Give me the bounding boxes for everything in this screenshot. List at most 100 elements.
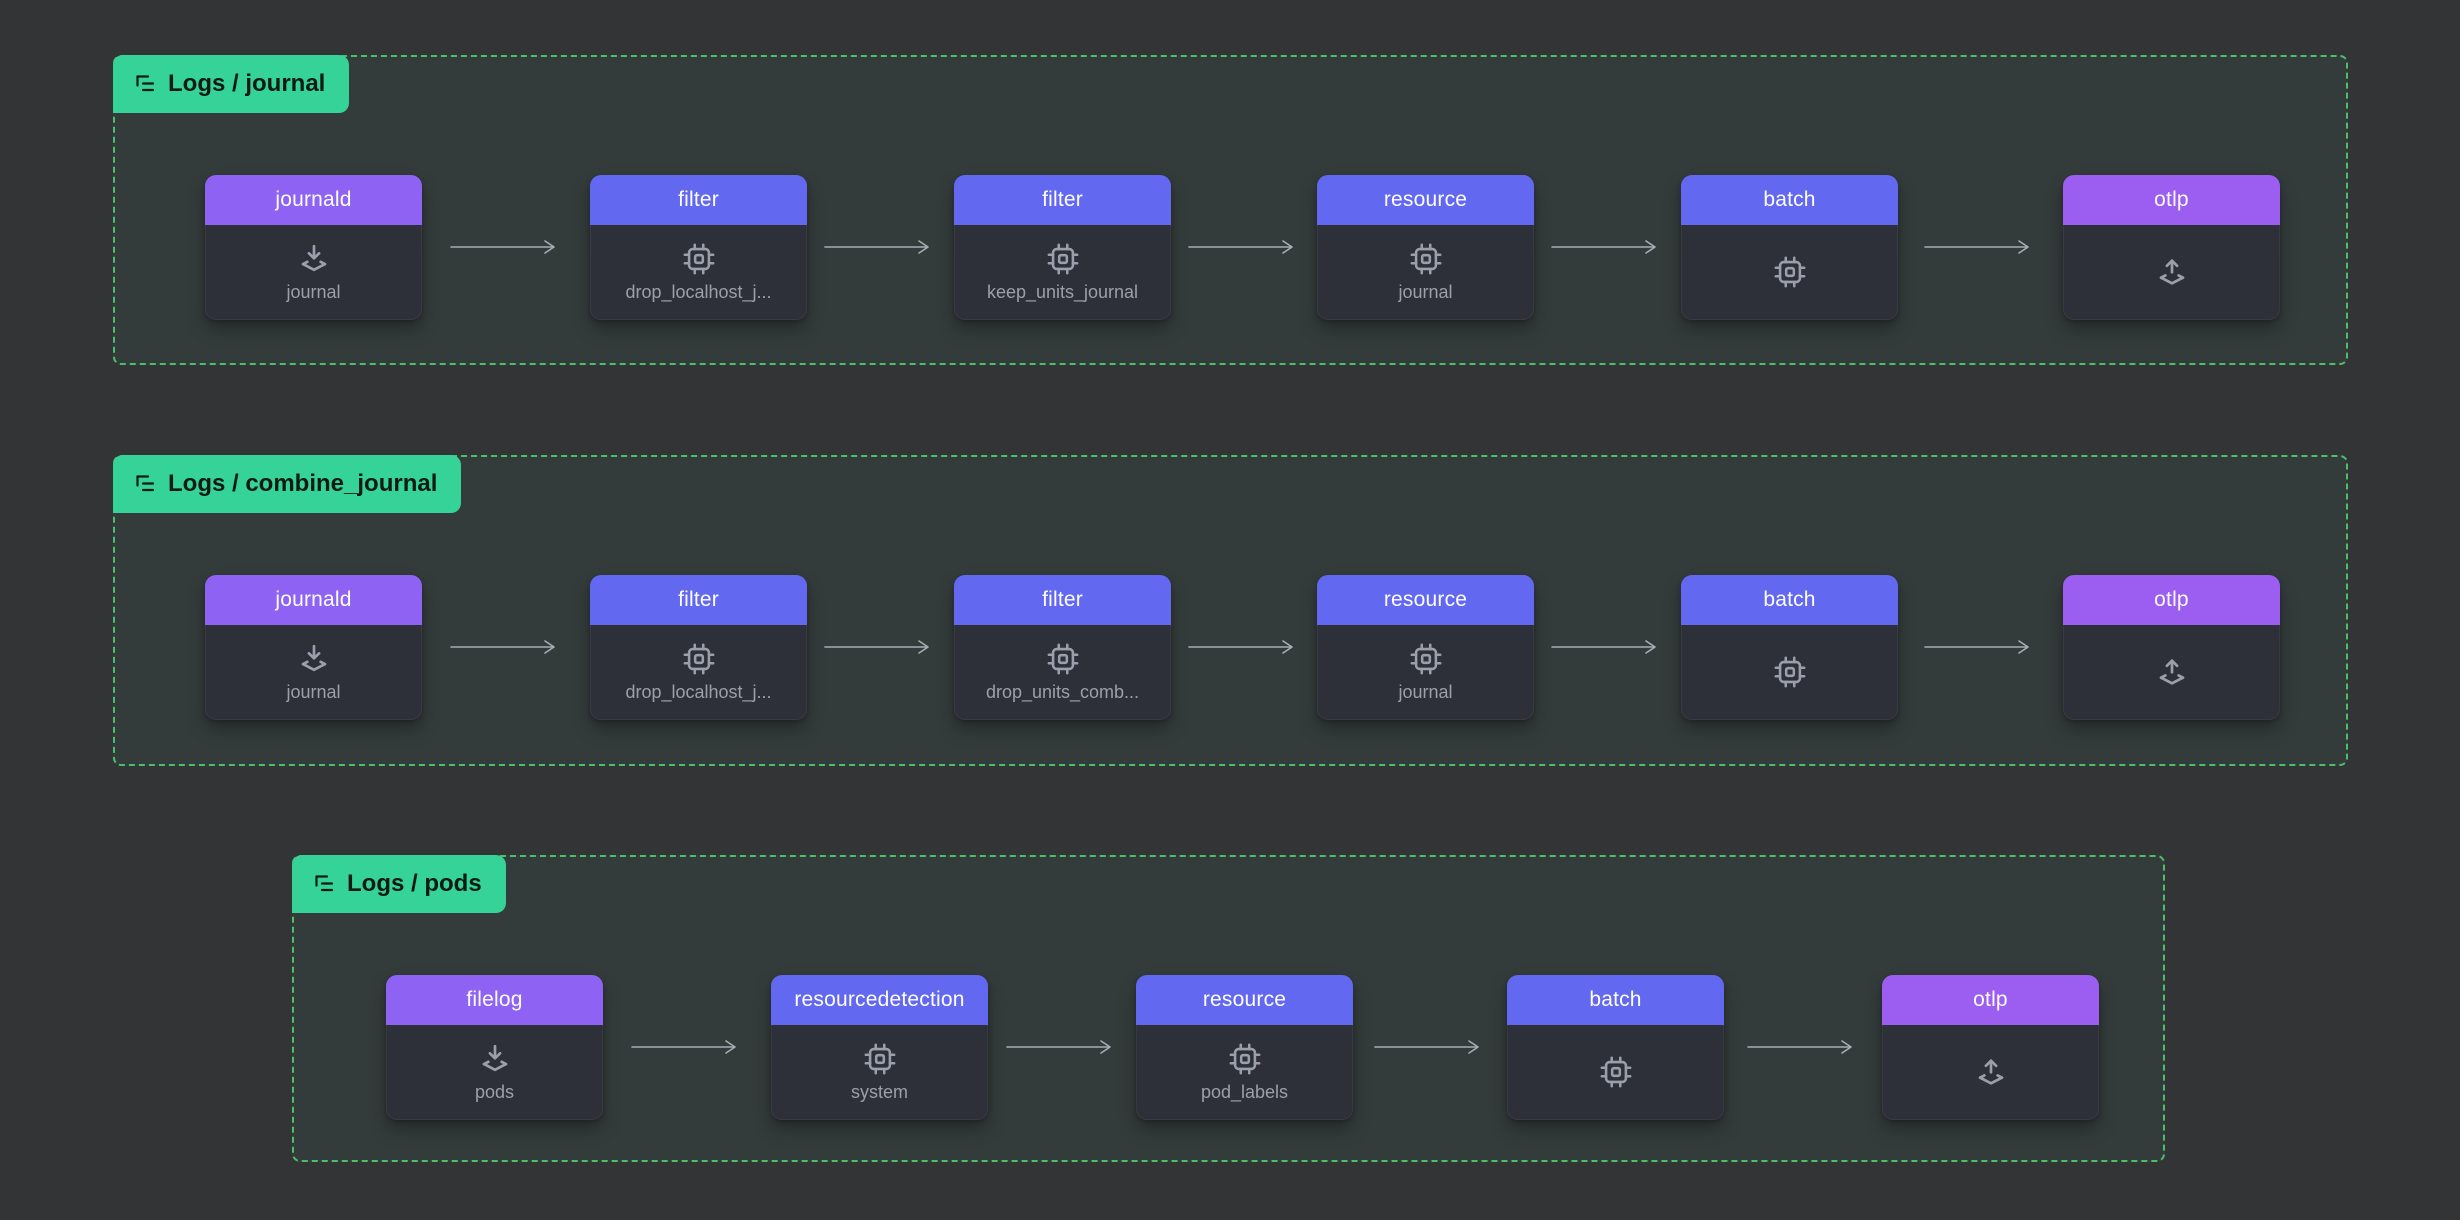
node-sublabel: system bbox=[850, 1082, 908, 1102]
cpu-icon bbox=[682, 242, 716, 276]
node-sublabel: pod_labels bbox=[1200, 1082, 1289, 1102]
arrow-right-icon bbox=[824, 239, 936, 255]
node-sublabel: pods bbox=[474, 1082, 515, 1102]
node-body: drop_units_comb... bbox=[954, 625, 1171, 720]
node-body: drop_localhost_j... bbox=[590, 225, 807, 320]
node-sublabel: drop_localhost_j... bbox=[625, 682, 772, 702]
node-title: otlp bbox=[1882, 975, 2099, 1025]
arrow-right-icon bbox=[1924, 239, 2036, 255]
node-title: resource bbox=[1317, 575, 1534, 625]
node-body: system bbox=[771, 1025, 988, 1120]
node-otlp[interactable]: otlp bbox=[1882, 975, 2099, 1120]
pipeline-group-logs-journal: Logs / journal journald journal filter d… bbox=[113, 55, 2348, 365]
cpu-icon bbox=[1409, 642, 1443, 676]
pipeline-group-logs-combine-journal: Logs / combine_journal journald journal … bbox=[113, 455, 2348, 766]
node-resource-journal[interactable]: resource journal bbox=[1317, 575, 1534, 720]
upload-box-icon bbox=[2155, 255, 2189, 289]
node-resource-journal[interactable]: resource journal bbox=[1317, 175, 1534, 320]
pipeline-badge-label: Logs / pods bbox=[347, 870, 482, 897]
node-body: journal bbox=[1317, 625, 1534, 720]
arrow-right-icon bbox=[1551, 239, 1663, 255]
node-title: resource bbox=[1136, 975, 1353, 1025]
arrow-right-icon bbox=[824, 639, 936, 655]
download-box-icon bbox=[297, 642, 331, 676]
arrow-right-icon bbox=[1924, 639, 2036, 655]
node-body bbox=[1507, 1025, 1724, 1120]
arrow-right-icon bbox=[1006, 1039, 1118, 1055]
node-title: otlp bbox=[2063, 175, 2280, 225]
list-tree-icon bbox=[133, 72, 157, 96]
node-sublabel: drop_units_comb... bbox=[985, 682, 1140, 702]
cpu-icon bbox=[863, 1042, 897, 1076]
list-tree-icon bbox=[133, 472, 157, 496]
download-box-icon bbox=[478, 1042, 512, 1076]
node-filelog[interactable]: filelog pods bbox=[386, 975, 603, 1120]
node-body: drop_localhost_j... bbox=[590, 625, 807, 720]
arrow-right-icon bbox=[450, 639, 562, 655]
cpu-icon bbox=[1773, 655, 1807, 689]
node-title: filelog bbox=[386, 975, 603, 1025]
node-filter-drop-localhost[interactable]: filter drop_localhost_j... bbox=[590, 175, 807, 320]
node-title: filter bbox=[954, 575, 1171, 625]
node-body: pods bbox=[386, 1025, 603, 1120]
cpu-icon bbox=[1046, 642, 1080, 676]
node-filter-keep-units[interactable]: filter keep_units_journal bbox=[954, 175, 1171, 320]
arrow-right-icon bbox=[631, 1039, 743, 1055]
cpu-icon bbox=[682, 642, 716, 676]
cpu-icon bbox=[1773, 255, 1807, 289]
arrow-right-icon bbox=[1374, 1039, 1486, 1055]
node-sublabel: drop_localhost_j... bbox=[625, 282, 772, 302]
arrow-right-icon bbox=[1747, 1039, 1859, 1055]
node-body: journal bbox=[205, 625, 422, 720]
node-body: journal bbox=[205, 225, 422, 320]
pipeline-badge-label: Logs / journal bbox=[168, 70, 326, 97]
node-batch[interactable]: batch bbox=[1681, 175, 1898, 320]
node-filter-drop-units[interactable]: filter drop_units_comb... bbox=[954, 575, 1171, 720]
pipeline-badge-label: Logs / combine_journal bbox=[168, 470, 438, 497]
node-body bbox=[1681, 625, 1898, 720]
node-filter-drop-localhost[interactable]: filter drop_localhost_j... bbox=[590, 575, 807, 720]
arrow-right-icon bbox=[1551, 639, 1663, 655]
arrow-right-icon bbox=[1188, 639, 1300, 655]
node-title: resourcedetection bbox=[771, 975, 988, 1025]
node-title: journald bbox=[205, 575, 422, 625]
node-title: filter bbox=[590, 575, 807, 625]
node-title: otlp bbox=[2063, 575, 2280, 625]
pipeline-group-logs-pods: Logs / pods filelog pods resourcedetecti… bbox=[292, 855, 2165, 1162]
cpu-icon bbox=[1599, 1055, 1633, 1089]
node-title: batch bbox=[1681, 575, 1898, 625]
node-journald[interactable]: journald journal bbox=[205, 575, 422, 720]
node-body bbox=[2063, 225, 2280, 320]
node-title: filter bbox=[590, 175, 807, 225]
node-sublabel: journal bbox=[286, 682, 341, 702]
node-resourcedetection[interactable]: resourcedetection system bbox=[771, 975, 988, 1120]
node-title: batch bbox=[1507, 975, 1724, 1025]
node-body bbox=[2063, 625, 2280, 720]
node-sublabel: journal bbox=[286, 282, 341, 302]
node-sublabel: journal bbox=[1398, 682, 1453, 702]
node-body: pod_labels bbox=[1136, 1025, 1353, 1120]
node-journald[interactable]: journald journal bbox=[205, 175, 422, 320]
node-title: filter bbox=[954, 175, 1171, 225]
upload-box-icon bbox=[2155, 655, 2189, 689]
node-resource-pod-labels[interactable]: resource pod_labels bbox=[1136, 975, 1353, 1120]
node-batch[interactable]: batch bbox=[1507, 975, 1724, 1120]
cpu-icon bbox=[1228, 1042, 1262, 1076]
cpu-icon bbox=[1046, 242, 1080, 276]
node-otlp[interactable]: otlp bbox=[2063, 575, 2280, 720]
node-sublabel: keep_units_journal bbox=[986, 282, 1139, 302]
node-body: journal bbox=[1317, 225, 1534, 320]
cpu-icon bbox=[1409, 242, 1443, 276]
node-otlp[interactable]: otlp bbox=[2063, 175, 2280, 320]
node-title: batch bbox=[1681, 175, 1898, 225]
arrow-right-icon bbox=[450, 239, 562, 255]
node-batch[interactable]: batch bbox=[1681, 575, 1898, 720]
node-body: keep_units_journal bbox=[954, 225, 1171, 320]
pipeline-badge: Logs / combine_journal bbox=[113, 455, 462, 513]
arrow-right-icon bbox=[1188, 239, 1300, 255]
node-title: resource bbox=[1317, 175, 1534, 225]
node-title: journald bbox=[205, 175, 422, 225]
download-box-icon bbox=[297, 242, 331, 276]
pipeline-badge: Logs / journal bbox=[113, 55, 350, 113]
